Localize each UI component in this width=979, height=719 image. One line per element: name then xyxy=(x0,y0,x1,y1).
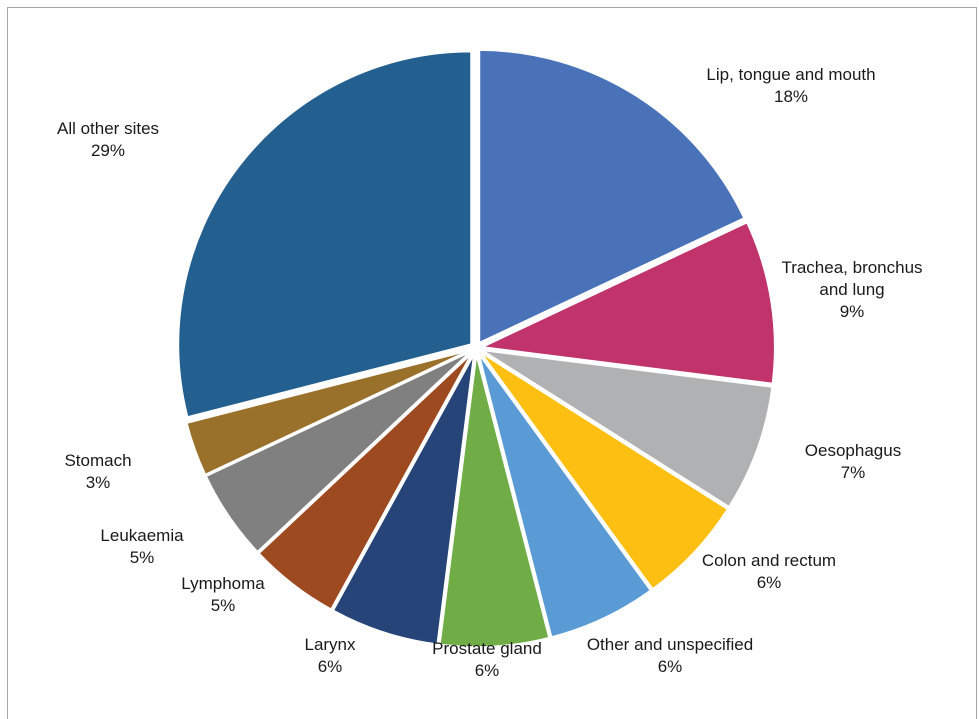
slice-percent: 6% xyxy=(657,657,683,676)
label-prostate-gland: Prostate gland 6% xyxy=(432,638,542,682)
pie-slice-other-and-unspecified xyxy=(477,352,653,639)
slice-percent: 9% xyxy=(839,302,865,321)
pie-slice-larynx xyxy=(331,353,476,646)
label-larynx: Larynx 6% xyxy=(304,634,355,678)
slice-percent: 5% xyxy=(129,548,155,567)
pie-slice-lymphoma xyxy=(257,352,474,611)
slice-name: Lymphoma xyxy=(181,574,265,593)
slice-name: All other sites xyxy=(56,119,160,138)
slice-name: Oesophagus xyxy=(804,441,902,460)
label-oesophagus: Oesophagus 7% xyxy=(805,440,901,484)
label-stomach: Stomach 3% xyxy=(64,450,131,494)
pie-slice-stomach xyxy=(185,349,471,477)
slice-name: Lip, tongue and mouth xyxy=(706,65,876,84)
slice-name: Other and unspecified xyxy=(586,635,754,654)
slice-percent: 29% xyxy=(90,141,126,160)
pie-slice-all-other-sites xyxy=(177,50,473,419)
slice-percent: 18% xyxy=(773,87,809,106)
label-all-other-sites: All other sites 29% xyxy=(57,118,159,162)
pie-slice-leukaemia xyxy=(204,350,472,554)
slice-name: Larynx xyxy=(304,635,356,654)
label-leukaemia: Leukaemia 5% xyxy=(100,525,183,569)
pie-slice-trachea-bronchus-and-lung xyxy=(478,220,776,385)
slice-percent: 3% xyxy=(85,473,111,492)
slice-name: Stomach xyxy=(64,451,132,470)
label-lymphoma: Lymphoma 5% xyxy=(181,573,264,617)
pie-slice-lip-tongue-and-mouth xyxy=(478,48,746,345)
pie-slice-oesophagus xyxy=(481,349,774,509)
label-colon-rectum: Colon and rectum 6% xyxy=(702,550,836,594)
slice-name: Trachea, bronchus and lung xyxy=(781,258,923,299)
slice-name: Colon and rectum xyxy=(701,551,837,570)
label-lip-tongue-mouth: Lip, tongue and mouth 18% xyxy=(706,64,875,108)
slice-percent: 6% xyxy=(474,661,500,680)
label-other-unspecified: Other and unspecified 6% xyxy=(587,634,753,678)
slice-percent: 7% xyxy=(840,463,866,482)
pie-slice-prostate-gland xyxy=(438,353,551,648)
slice-name: Prostate gland xyxy=(432,639,542,658)
slice-percent: 5% xyxy=(210,596,236,615)
slice-percent: 6% xyxy=(317,657,343,676)
slice-name: Leukaemia xyxy=(100,526,184,545)
pie-slice-colon-and-rectum xyxy=(479,351,730,591)
label-trachea-bronchus-lung: Trachea, bronchus and lung 9% xyxy=(772,257,932,323)
slice-percent: 6% xyxy=(756,573,782,592)
